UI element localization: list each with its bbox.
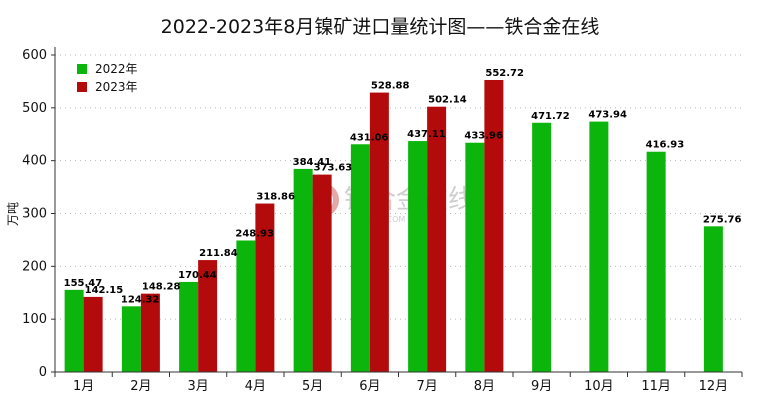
y-tick-label: 100 [22, 312, 47, 327]
data-label-2022: 155.47 [64, 278, 103, 289]
bar-2023 [198, 260, 218, 372]
bar-2022 [646, 151, 666, 372]
bar-2022 [179, 281, 199, 372]
y-tick-label: 300 [22, 207, 47, 222]
data-label-2023: 528.88 [371, 81, 410, 92]
watermark: 铁合金在线 CNFEOL.COM [305, 183, 474, 224]
data-label-2023: 142.15 [85, 285, 124, 296]
x-tick-label: 10月 [584, 379, 614, 394]
bar-2022 [589, 121, 609, 372]
bar-2022 [532, 122, 552, 372]
x-tick-label: 2月 [130, 379, 151, 394]
data-label-2023: 373.63 [314, 163, 353, 174]
y-tick-label: 200 [22, 259, 47, 274]
data-label-2022: 437.11 [407, 129, 446, 140]
y-tick-labels: 0 100 200 300 400 500 600 [22, 48, 47, 380]
data-label-2022: 431.06 [350, 132, 389, 143]
data-label-2023: 211.84 [199, 248, 238, 259]
y-tick-label: 600 [22, 48, 47, 63]
bar-2022 [350, 144, 370, 372]
data-label-2022: 248.93 [235, 228, 274, 239]
bar-2022 [293, 168, 313, 372]
data-label-2022: 471.72 [531, 111, 570, 122]
bars [64, 79, 723, 372]
data-label-2022: 473.94 [588, 110, 627, 121]
data-label-2022: 384.41 [293, 157, 332, 168]
y-axis-label: 万吨 [6, 202, 20, 226]
x-tick-labels: 1月 2月 3月 4月 5月 6月 7月 8月 9月 10月 11月 12月 [73, 379, 728, 394]
x-tick-label: 1月 [73, 379, 94, 394]
data-label-2022: 275.76 [703, 214, 742, 225]
x-tick-label: 6月 [359, 379, 380, 394]
data-label-2023: 552.72 [485, 68, 524, 79]
x-tick-label: 8月 [474, 379, 495, 394]
bar-2022 [236, 240, 256, 372]
bar-2023 [255, 203, 275, 372]
data-label-2023: 502.14 [428, 95, 467, 106]
data-label-2023: 318.86 [256, 192, 295, 203]
data-label-2022: 170.44 [178, 270, 217, 281]
bar-2022 [465, 142, 485, 372]
x-tick-label: 9月 [531, 379, 552, 394]
legend-label: 2022年 [95, 62, 138, 76]
legend-swatch [77, 64, 87, 74]
legend-swatch [77, 82, 87, 92]
chart-title: 2022-2023年8月镍矿进口量统计图——铁合金在线 [160, 16, 600, 38]
x-tick-label: 5月 [302, 379, 323, 394]
bar-2023 [369, 92, 389, 372]
data-label-2023: 148.28 [142, 282, 181, 293]
x-tick-label: 3月 [187, 379, 208, 394]
bar-2022 [121, 306, 141, 372]
y-tick-label: 500 [22, 101, 47, 116]
x-tick-label: 7月 [416, 379, 437, 394]
data-label-2022: 416.93 [646, 140, 685, 151]
bar-2023 [427, 106, 447, 372]
bar-2022 [64, 289, 84, 372]
bar-2023 [83, 296, 103, 372]
data-label-2022: 124.32 [121, 294, 160, 305]
legend-label: 2023年 [95, 80, 138, 94]
legend: 2022年 2023年 [77, 62, 138, 94]
x-tick-label: 11月 [641, 379, 671, 394]
axes [51, 47, 743, 377]
bar-2023 [312, 174, 332, 372]
x-tick-label: 12月 [699, 379, 729, 394]
y-tick-label: 400 [22, 154, 47, 169]
bar-2022 [408, 141, 428, 372]
bar-2023 [484, 79, 504, 372]
x-tick-label: 4月 [245, 379, 266, 394]
bar-2023 [140, 293, 160, 372]
bar-2022 [703, 226, 723, 372]
y-tick-label: 0 [39, 365, 47, 380]
data-label-2022: 433.96 [464, 131, 503, 142]
